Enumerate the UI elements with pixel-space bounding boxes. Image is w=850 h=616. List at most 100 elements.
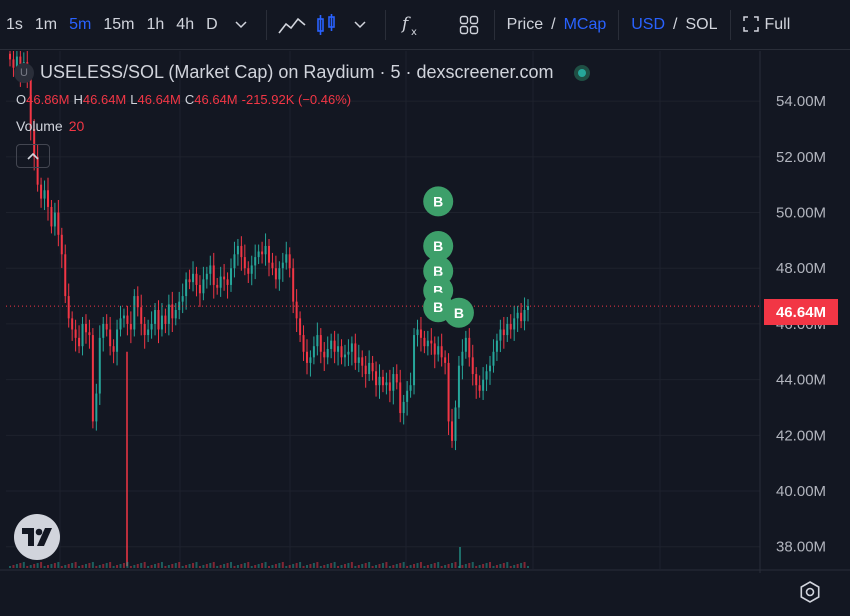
- timeframe-1h-button[interactable]: 1h: [146, 15, 165, 33]
- candle-body: [122, 315, 125, 319]
- volume-bar: [364, 563, 367, 568]
- tradingview-logo[interactable]: [14, 514, 60, 560]
- volume-bar: [91, 562, 94, 568]
- volume-bar: [26, 566, 29, 568]
- volume-bar: [468, 563, 471, 568]
- timeframe-dropdown-chevron-icon[interactable]: [224, 8, 258, 42]
- volume-bar: [343, 564, 346, 568]
- volume-bar: [330, 563, 333, 568]
- slash-separator: /: [673, 15, 678, 33]
- volume-bar: [354, 566, 357, 568]
- legend-collapse-button[interactable]: [16, 144, 50, 168]
- tradingview-logo-icon: [22, 528, 52, 546]
- volume-bar: [509, 566, 512, 568]
- volume-bar: [140, 563, 143, 568]
- volume-bar: [243, 563, 246, 568]
- candle-body: [43, 190, 46, 199]
- candle-body: [64, 254, 67, 297]
- timeframe-4h-button[interactable]: 4h: [176, 15, 195, 33]
- fullscreen-icon: [742, 15, 759, 32]
- fullscreen-button[interactable]: Full: [739, 16, 795, 34]
- volume-bar: [419, 562, 422, 568]
- candle-body: [53, 212, 56, 227]
- volume-bar: [274, 564, 277, 568]
- candle-body: [112, 346, 115, 352]
- candle-body: [506, 323, 509, 336]
- candle-body: [406, 390, 409, 402]
- mcap-mode-button[interactable]: MCap: [563, 15, 607, 33]
- volume-bar: [178, 562, 181, 568]
- volume-bar: [361, 564, 364, 568]
- volume-bar: [223, 564, 226, 568]
- candle-body: [416, 329, 419, 336]
- buy-marker: [423, 230, 454, 261]
- volume-bar: [226, 563, 229, 568]
- candle-body: [223, 276, 226, 280]
- candle-body: [74, 329, 77, 338]
- price-chart[interactable]: 38.00M40.00M42.00M44.00M46.00M48.00M50.0…: [0, 51, 850, 573]
- volume-bar: [278, 563, 281, 568]
- candle-body: [46, 190, 49, 207]
- price-mode-button[interactable]: Price: [506, 15, 544, 33]
- volume-bar: [71, 563, 74, 568]
- candle-body: [119, 318, 122, 330]
- candle-body: [36, 156, 39, 185]
- candle-body: [323, 351, 326, 358]
- line-chart-icon[interactable]: [275, 8, 309, 42]
- layout-grid-icon[interactable]: [452, 8, 486, 42]
- candle-body: [219, 276, 222, 288]
- sol-currency-button[interactable]: SOL: [685, 15, 718, 33]
- candle-body: [247, 268, 250, 274]
- candle-body: [430, 340, 433, 344]
- candle-body: [495, 340, 498, 352]
- volume-bar: [22, 562, 25, 568]
- volume-bar: [337, 566, 340, 568]
- volume-bar: [174, 563, 177, 568]
- volume-bar: [67, 564, 70, 568]
- candle-body: [361, 357, 364, 366]
- volume-bar: [395, 564, 398, 568]
- volume-bar: [195, 562, 198, 568]
- volume-bar: [426, 565, 429, 568]
- candle-body: [316, 335, 319, 347]
- volume-bar: [112, 566, 115, 568]
- timeframe-1s-button[interactable]: 1s: [6, 15, 23, 33]
- toolbar-spacer: [436, 10, 444, 40]
- buy-marker-label: B: [454, 305, 464, 321]
- candle-body: [205, 273, 208, 280]
- chart-legend: U USELESS/SOL (Market Cap) on Raydium · …: [14, 62, 590, 83]
- volume-bar: [457, 566, 460, 568]
- volume-bar: [19, 563, 22, 568]
- chart-settings-button[interactable]: [798, 580, 822, 604]
- candle-body: [281, 262, 284, 269]
- volume-bar: [312, 563, 315, 568]
- candlestick-chart-icon[interactable]: [309, 8, 343, 42]
- candle-body: [454, 407, 457, 441]
- candle-body: [302, 335, 305, 352]
- timeframe-D-button[interactable]: D: [206, 15, 218, 33]
- current-price-label: 46.64M: [764, 299, 838, 325]
- candle-body: [140, 307, 143, 324]
- candlestick-chart-svg[interactable]: 38.00M40.00M42.00M44.00M46.00M48.00M50.0…: [0, 51, 850, 573]
- timeframe-15m-button[interactable]: 15m: [103, 15, 135, 33]
- usd-currency-button[interactable]: USD: [631, 15, 666, 33]
- candle-body: [171, 304, 174, 319]
- volume-bar: [333, 562, 336, 568]
- candle-body: [350, 343, 353, 352]
- timeframe-1m-button[interactable]: 1m: [34, 15, 58, 33]
- candle-body: [133, 296, 136, 330]
- candle-body: [216, 284, 219, 288]
- volume-bar: [388, 566, 391, 568]
- buy-marker-label: B: [433, 263, 443, 279]
- volume-bar: [264, 562, 267, 568]
- candle-body: [12, 59, 15, 68]
- chart-type-chevron-down-icon[interactable]: [343, 8, 377, 42]
- volume-bar: [502, 563, 505, 568]
- candle-body: [499, 329, 502, 341]
- candle-body: [67, 296, 70, 319]
- candle-body: [502, 329, 505, 336]
- candle-body: [392, 374, 395, 391]
- candle-body: [174, 310, 177, 319]
- timeframe-5m-button[interactable]: 5m: [69, 15, 92, 33]
